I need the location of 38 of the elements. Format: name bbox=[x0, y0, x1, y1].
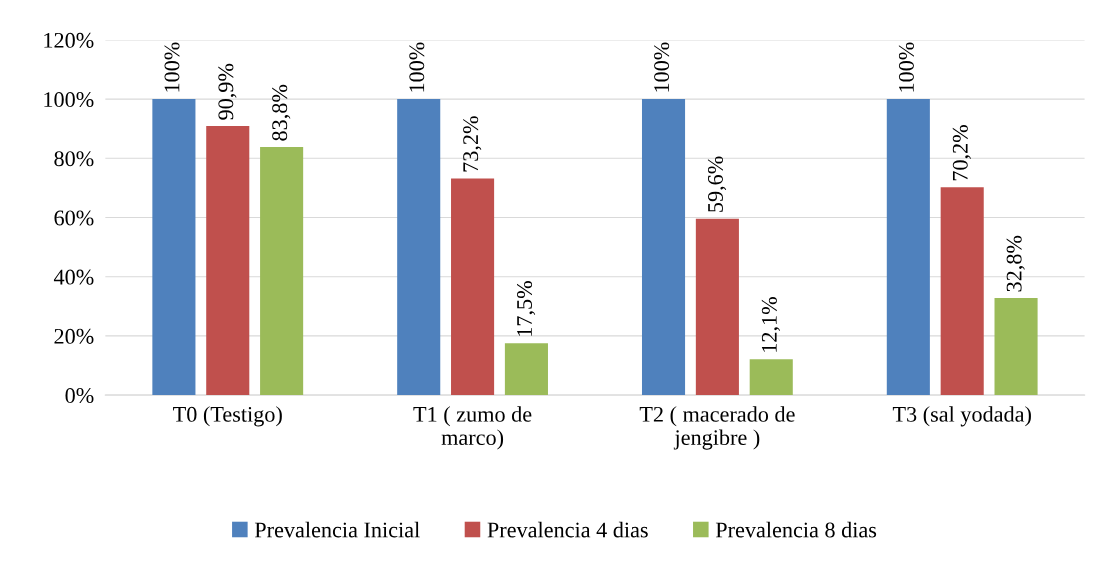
bar bbox=[695, 218, 739, 396]
bar bbox=[940, 187, 984, 396]
data-label: 73,2% bbox=[463, 116, 482, 172]
bar bbox=[886, 99, 930, 396]
y-tick-label: 100% bbox=[44, 92, 94, 108]
x-tick-label: T2 ( macerado de jengibre ) bbox=[639, 406, 795, 450]
data-label: 12,1% bbox=[761, 297, 780, 352]
legend-label: Prevalencia Inicial bbox=[254, 521, 420, 538]
data-label: 100% bbox=[898, 42, 914, 92]
data-label: 100% bbox=[409, 42, 425, 92]
bar bbox=[152, 99, 196, 396]
bar bbox=[260, 147, 304, 396]
data-label: 90,9% bbox=[218, 63, 237, 120]
bar bbox=[641, 99, 686, 396]
x-tick-label: T0 (Testigo) bbox=[173, 406, 282, 427]
bar bbox=[451, 178, 495, 396]
y-tick-label: 0% bbox=[65, 388, 94, 404]
y-tick-label: 20% bbox=[54, 328, 94, 344]
y-tick-label: 60% bbox=[54, 210, 94, 226]
data-label: 83,8% bbox=[272, 84, 291, 141]
data-label: 100% bbox=[654, 42, 670, 92]
data-label: 70,2% bbox=[952, 125, 971, 181]
data-label: 32,8% bbox=[1006, 235, 1025, 292]
legend-label: Prevalencia 4 dias bbox=[487, 521, 648, 538]
bar bbox=[504, 343, 548, 396]
bar bbox=[206, 126, 250, 396]
data-label: 17,5% bbox=[517, 281, 536, 336]
bar bbox=[994, 298, 1038, 396]
y-tick-label: 120% bbox=[44, 32, 94, 48]
x-tick-label: T3 (sal yodada) bbox=[892, 406, 1031, 427]
data-label: 100% bbox=[164, 42, 180, 92]
data-label: 59,6% bbox=[707, 156, 727, 212]
y-tick-label: 40% bbox=[53, 269, 94, 285]
bar bbox=[749, 359, 793, 396]
legend-label: Prevalencia 8 dias bbox=[715, 521, 877, 538]
bar bbox=[397, 99, 441, 396]
y-tick-label: 80% bbox=[54, 151, 94, 167]
x-tick-label: T1 ( zumo de marco) bbox=[413, 406, 532, 450]
